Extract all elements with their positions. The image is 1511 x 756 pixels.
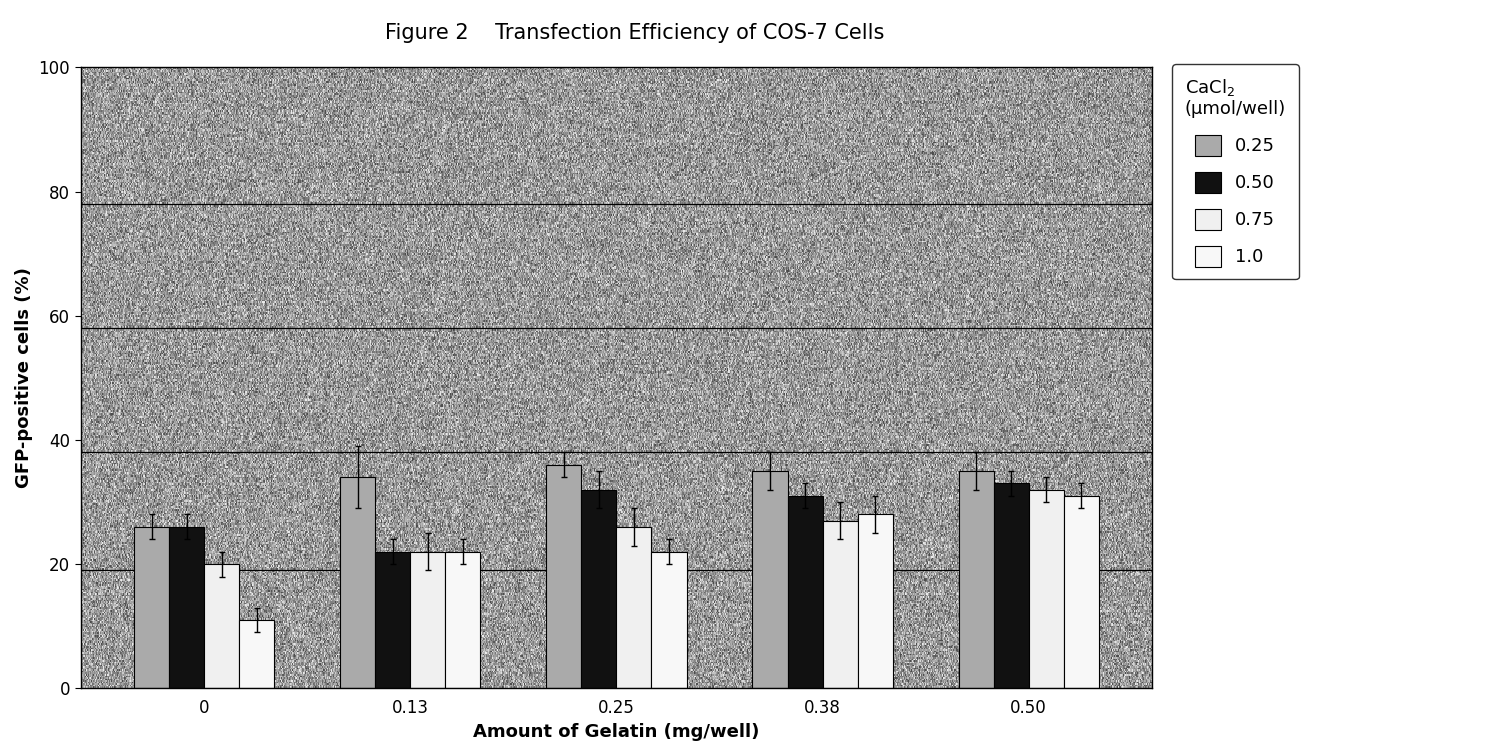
Text: Figure 2    Transfection Efficiency of COS-7 Cells: Figure 2 Transfection Efficiency of COS-… bbox=[385, 23, 884, 42]
Bar bbox=[651, 552, 686, 688]
Bar bbox=[582, 490, 616, 688]
Bar bbox=[446, 552, 480, 688]
Bar bbox=[340, 477, 375, 688]
Bar bbox=[411, 552, 446, 688]
Bar bbox=[752, 471, 787, 688]
Bar bbox=[616, 527, 651, 688]
Bar bbox=[858, 515, 893, 688]
Bar bbox=[994, 483, 1029, 688]
Legend: 0.25, 0.50, 0.75, 1.0: 0.25, 0.50, 0.75, 1.0 bbox=[1173, 64, 1298, 280]
Bar bbox=[169, 527, 204, 688]
Bar bbox=[1029, 490, 1064, 688]
Bar bbox=[204, 564, 239, 688]
Y-axis label: GFP-positive cells (%): GFP-positive cells (%) bbox=[15, 268, 33, 488]
X-axis label: Amount of Gelatin (mg/well): Amount of Gelatin (mg/well) bbox=[473, 723, 760, 741]
Bar bbox=[1064, 496, 1098, 688]
Bar bbox=[547, 465, 582, 688]
Bar bbox=[375, 552, 411, 688]
Bar bbox=[787, 496, 822, 688]
Bar bbox=[958, 471, 994, 688]
Bar bbox=[239, 620, 275, 688]
Bar bbox=[822, 521, 858, 688]
Bar bbox=[134, 527, 169, 688]
